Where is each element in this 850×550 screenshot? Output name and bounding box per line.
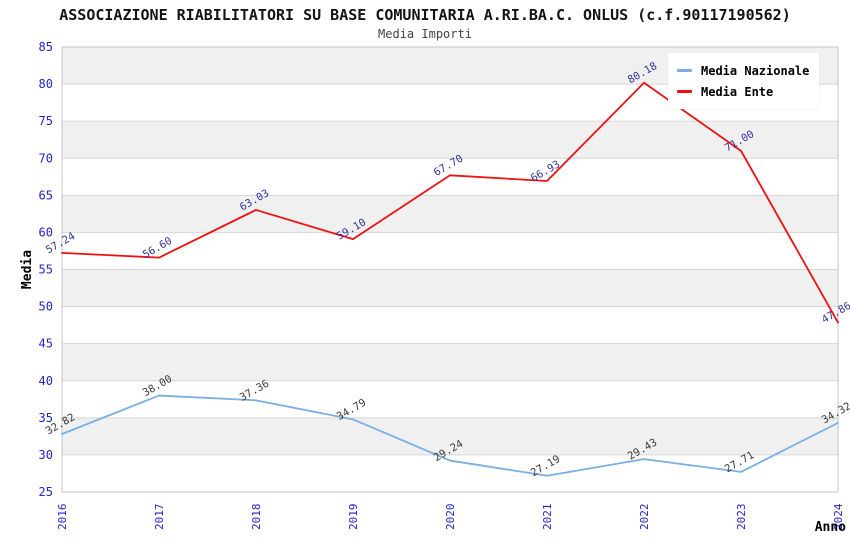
svg-text:2021: 2021 bbox=[541, 504, 554, 531]
svg-text:45: 45 bbox=[39, 337, 53, 351]
svg-text:2018: 2018 bbox=[250, 504, 263, 531]
svg-text:70: 70 bbox=[39, 151, 53, 165]
svg-text:2024: 2024 bbox=[832, 503, 845, 530]
chart-title: ASSOCIAZIONE RIABILITATORI SU BASE COMUN… bbox=[59, 6, 791, 24]
svg-text:55: 55 bbox=[39, 263, 53, 277]
legend-label-media-ente: Media Ente bbox=[701, 84, 774, 99]
svg-text:25: 25 bbox=[39, 485, 53, 499]
svg-text:40: 40 bbox=[39, 374, 53, 388]
legend-item-media-ente: Media Ente bbox=[677, 81, 819, 102]
x-axis-title: Anno bbox=[815, 520, 846, 535]
chart-subtitle: Media Importi bbox=[378, 27, 472, 41]
svg-text:2020: 2020 bbox=[444, 504, 457, 531]
svg-text:30: 30 bbox=[39, 448, 53, 462]
media-ente-line-swatch bbox=[677, 90, 692, 93]
svg-text:2019: 2019 bbox=[347, 504, 360, 531]
svg-text:65: 65 bbox=[39, 188, 53, 202]
legend-item-media-nazionale: Media Nazionale bbox=[677, 60, 819, 81]
svg-text:2017: 2017 bbox=[153, 504, 166, 531]
plot-bands bbox=[62, 47, 838, 455]
svg-text:50: 50 bbox=[39, 300, 53, 314]
svg-text:60: 60 bbox=[39, 225, 53, 239]
y-axis-title: Media bbox=[20, 250, 35, 289]
svg-text:2016: 2016 bbox=[56, 504, 69, 531]
svg-text:35: 35 bbox=[39, 411, 53, 425]
media-nazionale-line-swatch bbox=[677, 69, 692, 72]
series-line-media-nazionale bbox=[61, 394, 839, 477]
svg-text:80: 80 bbox=[39, 77, 53, 91]
svg-text:2022: 2022 bbox=[638, 504, 651, 531]
y-axis-ticks: 25 30 35 40 45 50 55 60 65 70 75 80 85 bbox=[39, 40, 53, 499]
legend: Media Nazionale Media Ente bbox=[668, 53, 819, 109]
legend-label-media-nazionale: Media Nazionale bbox=[701, 63, 810, 78]
svg-text:85: 85 bbox=[39, 40, 53, 54]
plot-border bbox=[61, 46, 839, 493]
x-axis-ticks: 2016 2017 2018 2019 2020 2021 2022 2023 2024 bbox=[56, 503, 845, 530]
series-line-media-ente bbox=[61, 81, 839, 324]
svg-text:2023: 2023 bbox=[735, 504, 748, 531]
svg-text:75: 75 bbox=[39, 114, 53, 128]
